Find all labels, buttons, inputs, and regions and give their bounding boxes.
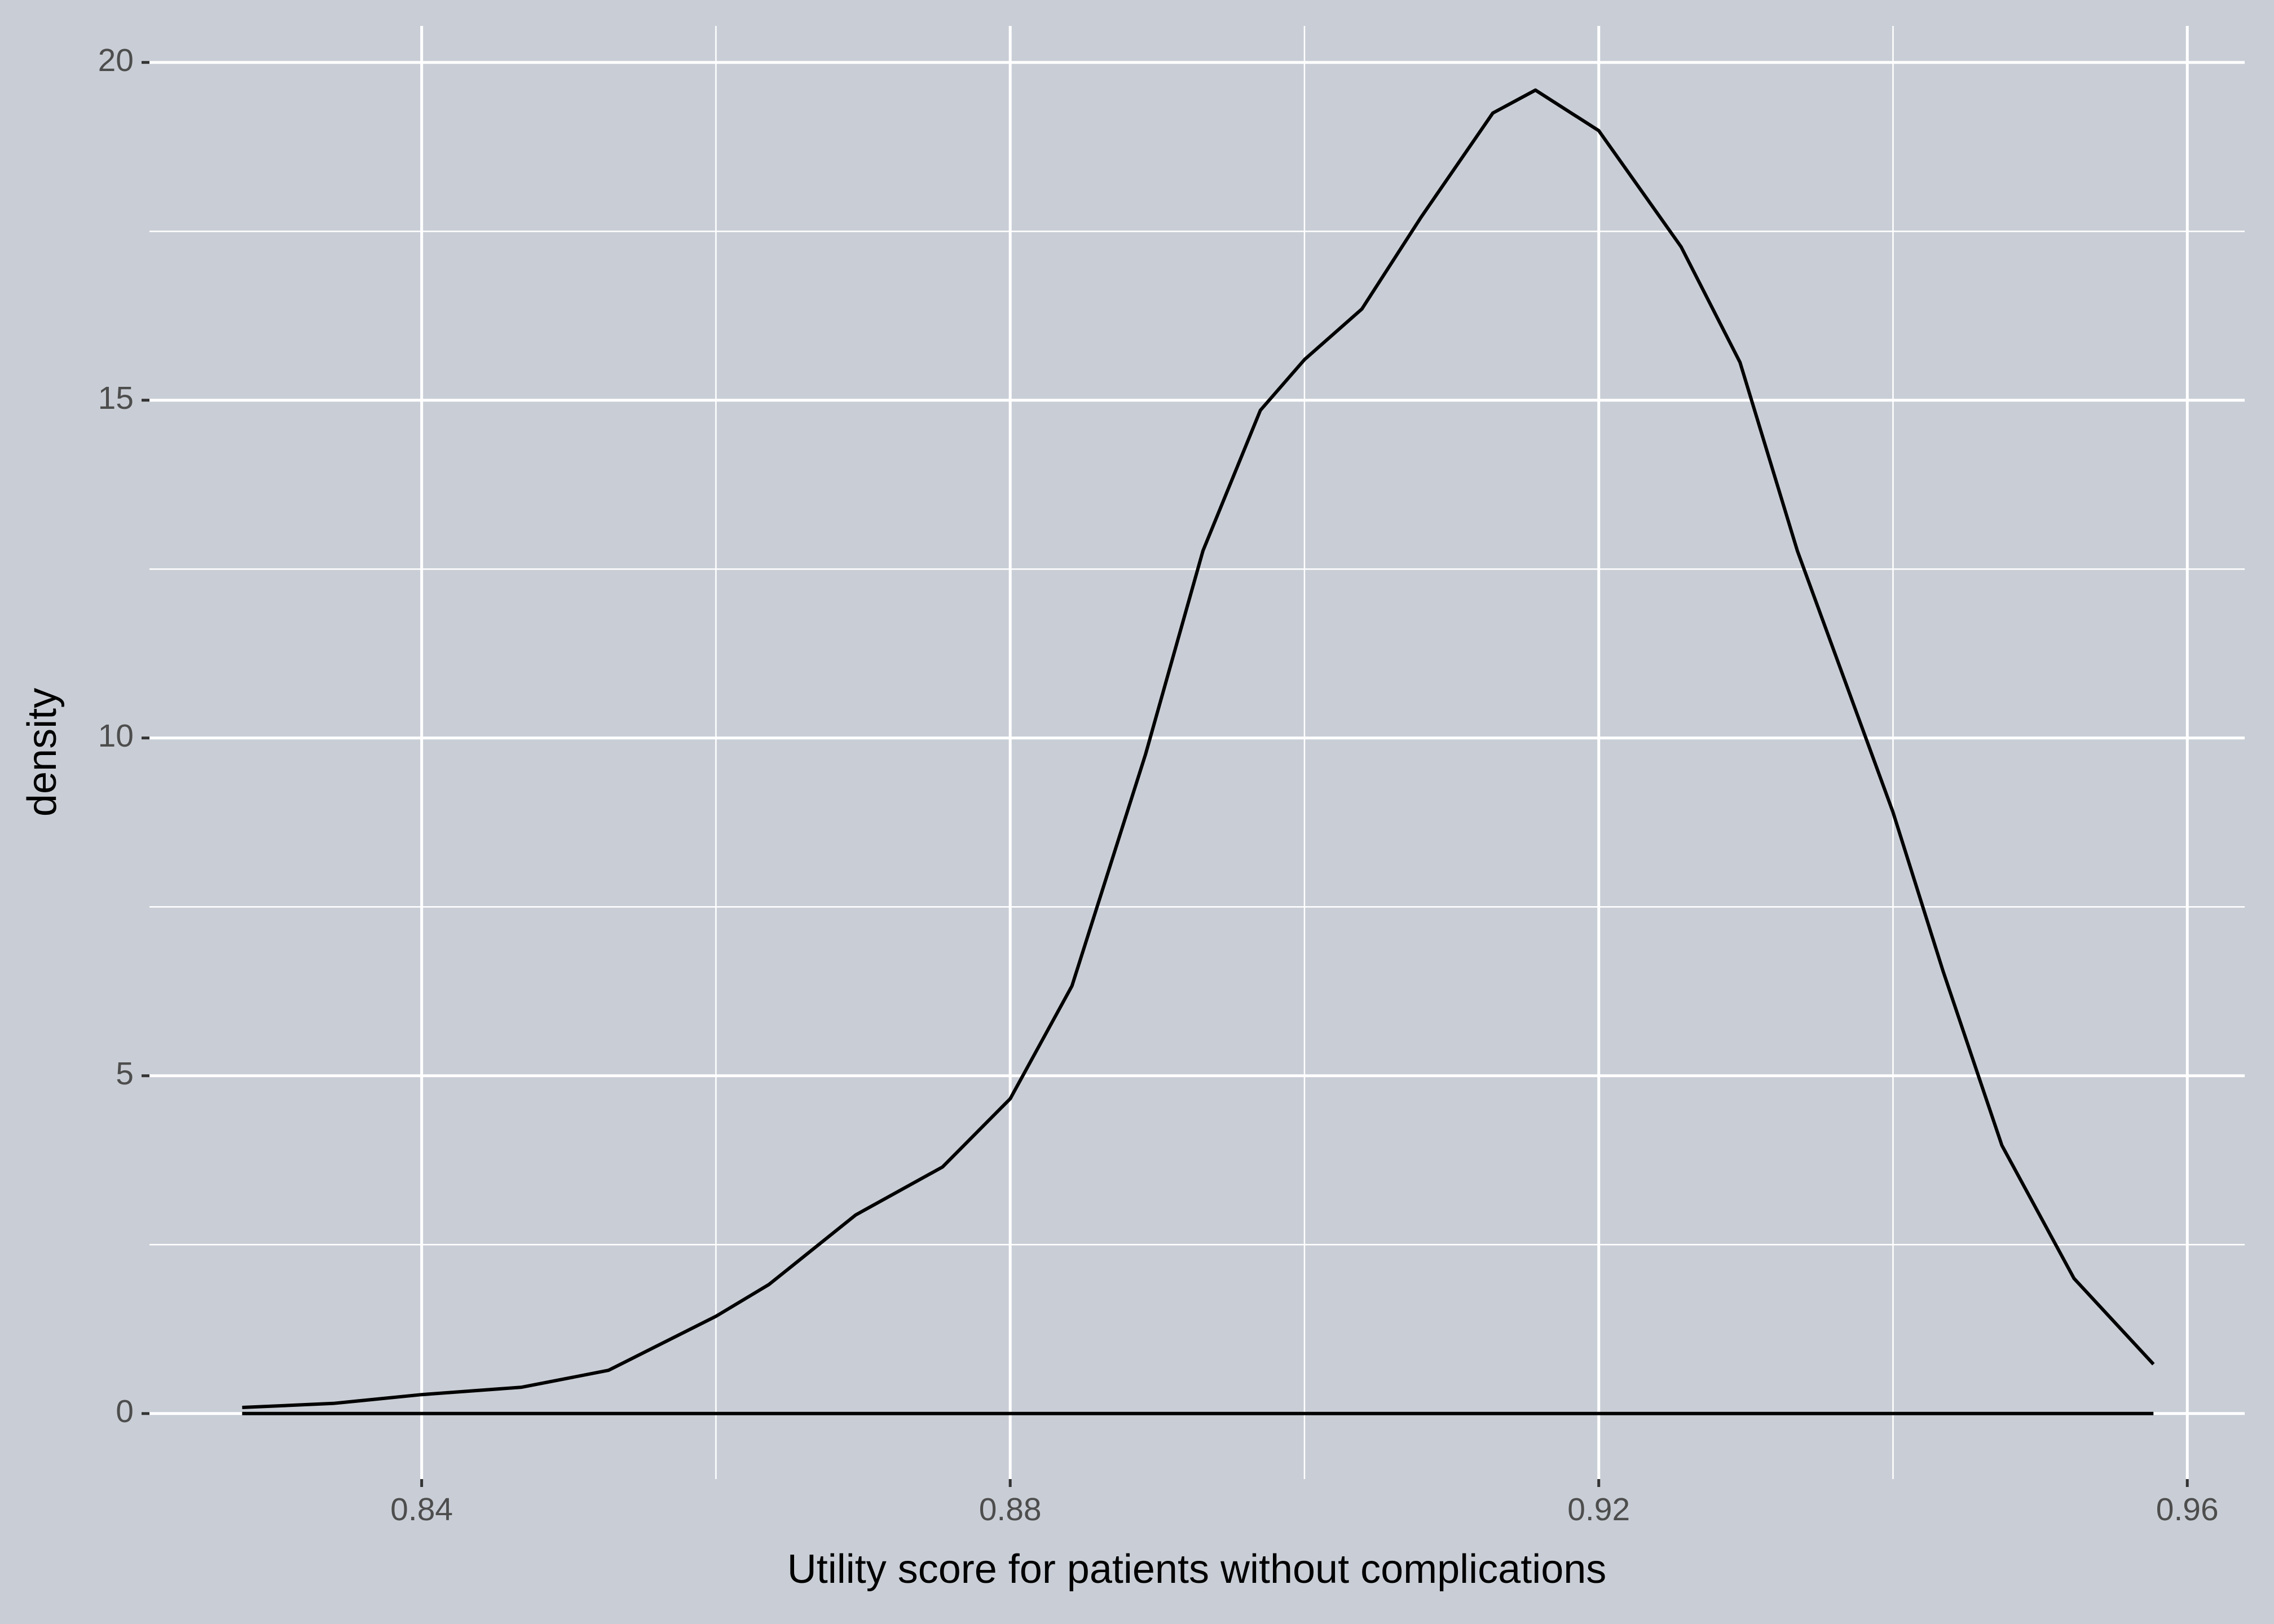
y-tick-label: 15: [98, 380, 134, 416]
y-tick-label: 20: [98, 42, 134, 78]
y-tick-label: 5: [116, 1056, 134, 1092]
y-tick-label: 0: [116, 1393, 134, 1429]
density-line: [242, 88, 2155, 1409]
y-axis-title: density: [20, 688, 65, 817]
x-axis-title: Utility score for patients without compl…: [787, 1547, 1607, 1592]
x-tick-label: 0.92: [1567, 1491, 1630, 1528]
x-tick-label: 0.88: [979, 1491, 1042, 1528]
y-tick-label: 10: [98, 718, 134, 754]
x-tick-label: 0.84: [390, 1491, 453, 1528]
x-tick-label: 0.96: [2156, 1491, 2219, 1528]
